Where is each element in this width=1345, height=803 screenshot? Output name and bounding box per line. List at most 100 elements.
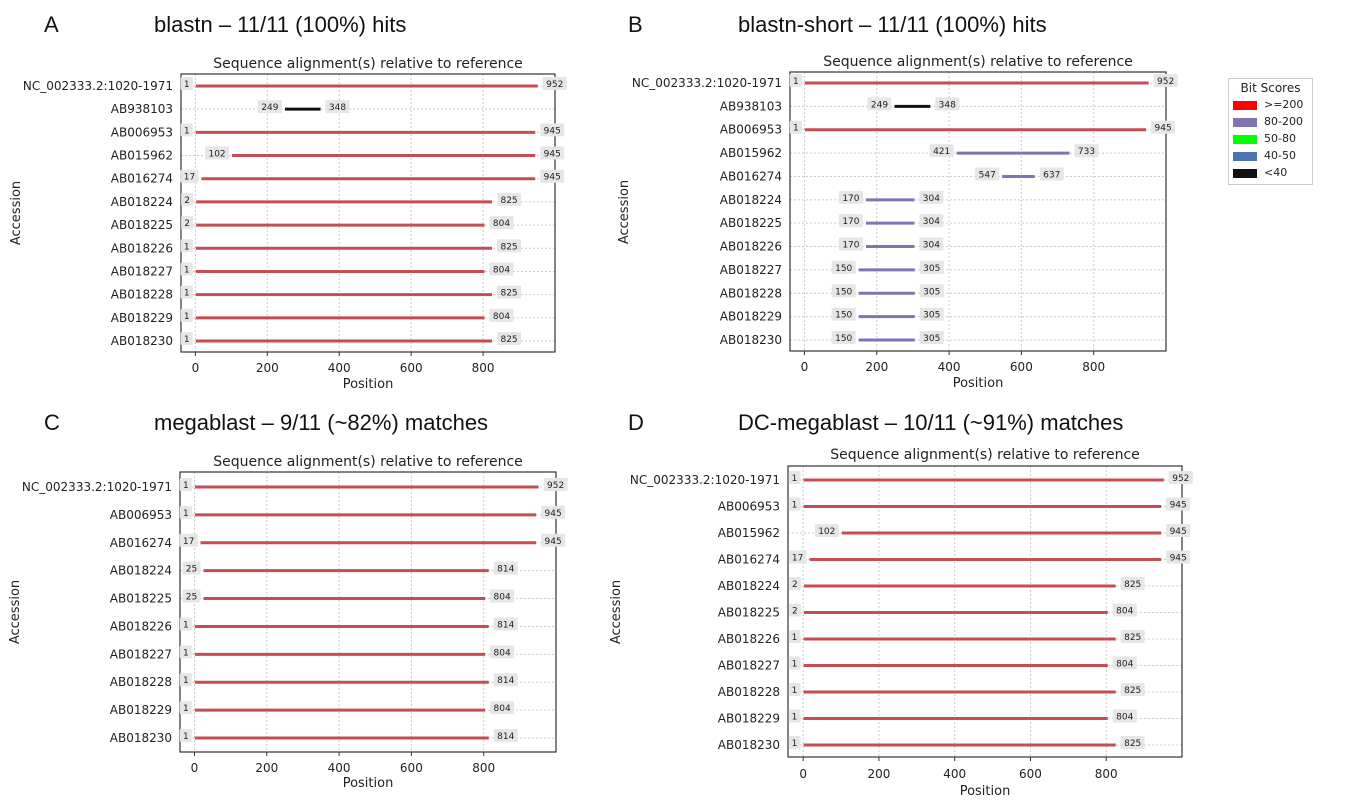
x-axis-label: Position [343, 377, 394, 392]
legend-swatch [1233, 169, 1257, 178]
start-label-box [867, 97, 892, 111]
start-label: 421 [933, 147, 950, 157]
end-label: 825 [500, 289, 517, 299]
end-label: 945 [1155, 124, 1172, 134]
end-label: 945 [545, 537, 562, 547]
end-label: 804 [493, 219, 510, 229]
chart-title: Sequence alignment(s) relative to refere… [213, 56, 523, 72]
end-label-box [1120, 736, 1145, 749]
start-label-box [788, 603, 801, 617]
start-label-box [831, 284, 856, 298]
start-label-box [838, 190, 863, 204]
start-label-box [789, 74, 802, 87]
y-tick-label: AB018228 [720, 286, 782, 300]
y-tick-label: AB018227 [111, 264, 173, 278]
start-label: 1 [792, 739, 798, 749]
panel-d-letter: D [628, 410, 644, 435]
y-tick-label: AB018230 [718, 738, 780, 752]
end-label-box [489, 308, 514, 322]
start-label: 2 [184, 219, 190, 229]
y-tick-label: AB018225 [111, 218, 173, 232]
end-label-box [1166, 497, 1191, 511]
plot-frame [180, 73, 556, 353]
x-tick-label: 400 [328, 761, 351, 775]
panel-b-letter: B [628, 12, 643, 37]
end-label-box [540, 123, 565, 137]
start-label-box [929, 144, 954, 158]
start-label: 102 [818, 527, 835, 537]
end-label-box [1120, 630, 1145, 643]
end-label-box [540, 169, 565, 183]
start-label-box [179, 729, 192, 742]
y-axis-label: Accession [617, 180, 632, 244]
legend-label: >=200 [1264, 98, 1304, 111]
start-label-box [831, 307, 856, 321]
x-tick-label: 600 [1019, 767, 1042, 781]
y-tick-label: NC_002333.2:1020-1971 [22, 480, 172, 494]
end-label-box [1168, 471, 1193, 484]
start-label: 2 [184, 196, 190, 206]
start-label-box [788, 683, 801, 696]
end-label-box [542, 77, 567, 90]
start-label-box [838, 237, 863, 251]
panel-a-letter: A [44, 12, 59, 37]
start-label-box [180, 262, 193, 276]
end-label-box [1112, 656, 1137, 670]
y-tick-label: AB018228 [110, 675, 172, 689]
y-tick-label: AB018224 [110, 564, 172, 578]
start-label-box [179, 478, 192, 491]
end-label-box [489, 262, 514, 276]
y-tick-label: AB018229 [110, 703, 172, 717]
start-label-box [788, 577, 801, 590]
y-tick-label: AB018224 [718, 579, 780, 593]
x-tick-label: 200 [867, 767, 890, 781]
y-tick-label: AB018224 [720, 193, 782, 207]
end-label-box [493, 673, 518, 687]
start-label-box [179, 673, 192, 687]
start-label: 170 [842, 241, 859, 251]
y-tick-label: AB016274 [718, 553, 780, 567]
end-label-box [919, 260, 944, 274]
end-label: 804 [1116, 660, 1133, 670]
panel-a-heading: blastn – 11/11 (100%) hits [154, 12, 407, 37]
end-label: 945 [544, 173, 561, 183]
start-label: 1 [183, 620, 189, 630]
start-label: 170 [842, 217, 859, 227]
start-label: 547 [979, 170, 996, 180]
end-label: 348 [939, 100, 956, 110]
y-tick-label: AB938103 [720, 99, 782, 113]
start-label: 1 [184, 335, 190, 345]
x-axis-label: Position [953, 376, 1004, 391]
start-label: 1 [183, 676, 189, 686]
start-label-box [179, 505, 192, 519]
bit-score-legend: Bit Scores >=200 80-200 50-80 40-50 <40 [1228, 78, 1313, 185]
x-tick-label: 800 [472, 761, 495, 775]
start-label: 1 [183, 704, 189, 714]
start-label: 1 [184, 289, 190, 299]
start-label-box [180, 123, 193, 137]
start-label-box [182, 561, 201, 575]
y-tick-label: AB016274 [111, 172, 173, 186]
y-tick-label: AB018226 [718, 632, 780, 646]
start-label: 1 [183, 509, 189, 519]
start-label-box [180, 239, 193, 253]
start-label: 1 [793, 124, 799, 134]
end-label: 305 [923, 264, 940, 274]
end-label: 804 [493, 312, 510, 322]
y-tick-label: AB018228 [111, 288, 173, 302]
start-label: 25 [186, 565, 197, 575]
start-label-box [789, 120, 802, 134]
end-label-box [325, 100, 350, 114]
end-label: 952 [547, 481, 564, 491]
start-label: 1 [792, 713, 798, 723]
end-label-box [497, 239, 522, 253]
legend-swatch [1233, 135, 1257, 144]
legend-swatch [1233, 118, 1257, 127]
y-tick-label: AB018227 [720, 263, 782, 277]
panel-c-heading: megablast – 9/11 (~82%) matches [154, 410, 489, 435]
panel-c-letter: C [44, 410, 60, 435]
x-tick-label: 0 [192, 361, 200, 375]
start-label: 1 [793, 77, 799, 87]
alignment-chart-b: Sequence alignment(s) relative to refere… [617, 54, 1178, 391]
y-tick-label: AB018227 [110, 647, 172, 661]
